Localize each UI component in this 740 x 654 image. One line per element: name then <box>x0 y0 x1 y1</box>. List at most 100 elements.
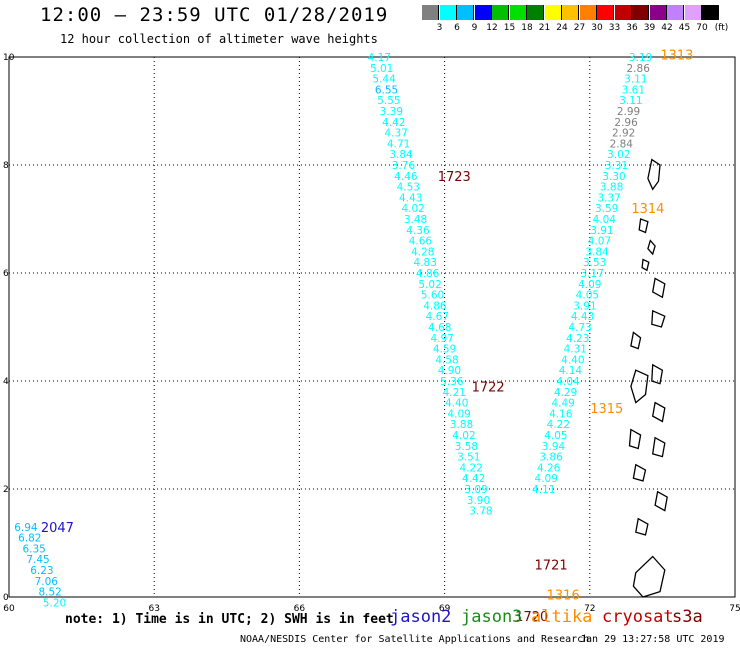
legend-s3a: s3a <box>672 607 703 627</box>
y-tick-label: 0 <box>3 593 9 603</box>
swh-value: 4.37 <box>385 128 408 140</box>
pass-time-label: 1720 <box>515 610 548 625</box>
swh-value: 3.86 <box>539 452 563 464</box>
swh-value: 6.55 <box>375 84 398 96</box>
swh-value: 3.78 <box>469 506 492 518</box>
swh-value: 3.30 <box>602 171 625 183</box>
island-outline <box>651 401 666 423</box>
color-swatch <box>527 5 544 20</box>
swh-value: 2.86 <box>627 63 651 75</box>
color-scale-label: 9 <box>471 23 478 33</box>
swh-value: 5.01 <box>370 63 393 75</box>
color-swatch <box>474 5 492 20</box>
island-outline <box>632 555 666 598</box>
swh-value: 4.73 <box>568 322 591 334</box>
swh-value: 4.22 <box>460 462 483 474</box>
swh-value: 3.61 <box>622 84 645 96</box>
swh-value: 4.09 <box>578 279 601 291</box>
color-scale-label: 21 <box>538 23 551 33</box>
swh-value: 4.23 <box>566 333 589 345</box>
color-swatch <box>684 5 702 20</box>
swh-value: 4.02 <box>401 203 424 215</box>
swh-value: 4.28 <box>411 246 434 258</box>
swh-value: 3.88 <box>600 182 623 194</box>
legend-jason2: jason2 <box>390 607 452 627</box>
color-swatch <box>544 5 562 20</box>
swh-value: 4.21 <box>443 387 466 399</box>
swh-value: 4.59 <box>433 344 456 356</box>
swh-value: 4.53 <box>397 182 420 194</box>
island-outline <box>654 490 668 512</box>
swh-value: 5.55 <box>377 95 400 107</box>
swh-value: 6.35 <box>22 543 45 555</box>
color-swatch <box>632 5 649 20</box>
swh-value: 4.67 <box>426 311 449 323</box>
swh-value: 3.39 <box>380 106 403 118</box>
timestamp: Jan 29 13:27:58 UTC 2019 <box>580 634 725 645</box>
swh-value: 6.23 <box>30 565 53 577</box>
x-tick-label: 60 <box>3 604 15 614</box>
x-tick-label: 72 <box>584 604 595 614</box>
color-swatch <box>439 5 457 20</box>
island-outline <box>641 258 650 272</box>
y-tick-label: 10 <box>3 53 15 63</box>
x-tick-label: 63 <box>148 604 159 614</box>
color-scale-label: 3 <box>436 23 443 33</box>
swh-value: 3.84 <box>585 246 609 258</box>
swh-value: 4.68 <box>428 322 451 334</box>
swh-value: 5.44 <box>372 74 396 86</box>
swh-value: 4.83 <box>414 257 437 269</box>
y-tick-label: 6 <box>3 269 9 279</box>
swh-value: 4.43 <box>399 192 422 204</box>
color-scale-label: 39 <box>643 23 656 33</box>
island-outline <box>647 158 661 191</box>
swh-value: 3.84 <box>389 149 413 161</box>
plot-frame <box>8 56 736 598</box>
color-swatch <box>492 5 509 20</box>
swh-value: 4.29 <box>554 387 577 399</box>
island-outline <box>628 428 642 450</box>
color-scale-label: 18 <box>521 23 533 33</box>
island-outline <box>651 277 666 299</box>
swh-value: 3.59 <box>595 203 618 215</box>
swh-value: 4.04 <box>556 376 580 388</box>
swh-value: 4.05 <box>576 290 599 302</box>
swh-value: 4.40 <box>445 398 468 410</box>
swh-value: 4.97 <box>430 333 453 345</box>
swh-value: 4.14 <box>559 365 583 377</box>
chart-subtitle: 12 hour collection of altimeter wave hei… <box>60 32 378 46</box>
island-outline <box>647 239 656 256</box>
color-scale-label: 15 <box>503 23 516 33</box>
swh-value: 6.94 <box>14 522 38 534</box>
color-swatch <box>579 5 597 20</box>
color-swatch <box>422 5 439 20</box>
swh-value: 4.58 <box>435 354 458 366</box>
swh-value: 4.66 <box>409 236 433 248</box>
swh-value: 3.19 <box>629 52 652 64</box>
swh-value: 3.94 <box>542 441 566 453</box>
swh-value: 3.11 <box>624 74 647 86</box>
color-scale-label: 12 <box>486 23 498 33</box>
credit-line: NOAA/NESDIS Center for Satellite Applica… <box>240 634 590 645</box>
swh-value: 4.09 <box>447 408 470 420</box>
swh-value: 3.37 <box>597 192 620 204</box>
swh-value: 4.26 <box>537 462 561 474</box>
pass-time-label: 1314 <box>631 202 664 217</box>
swh-value: 2.99 <box>617 106 640 118</box>
swh-value: 5.02 <box>418 279 441 291</box>
chart-title: 12:00 – 23:59 UTC 01/28/2019 <box>40 4 389 26</box>
swh-value: 4.42 <box>382 117 405 129</box>
color-scale-label: 27 <box>573 23 586 33</box>
swh-value: 7.06 <box>35 576 59 588</box>
swh-value: 4.43 <box>571 311 594 323</box>
swh-value: 6.82 <box>18 533 41 545</box>
swh-value: 3.09 <box>464 484 487 496</box>
swh-value: 3.91 <box>590 225 613 237</box>
swh-value: 4.09 <box>535 473 558 485</box>
island-outline <box>651 363 664 385</box>
color-scale-label: (ft) <box>714 23 729 33</box>
swh-value: 3.11 <box>619 95 642 107</box>
units-note: note: 1) Time is in UTC; 2) SWH is in fe… <box>65 612 394 627</box>
